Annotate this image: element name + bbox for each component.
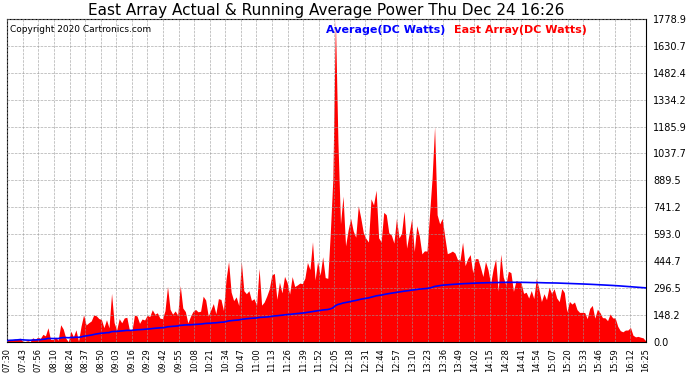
Text: Copyright 2020 Cartronics.com: Copyright 2020 Cartronics.com	[10, 26, 152, 34]
Text: Average(DC Watts): Average(DC Watts)	[326, 26, 446, 35]
Title: East Array Actual & Running Average Power Thu Dec 24 16:26: East Array Actual & Running Average Powe…	[88, 3, 564, 18]
Text: East Array(DC Watts): East Array(DC Watts)	[454, 26, 587, 35]
